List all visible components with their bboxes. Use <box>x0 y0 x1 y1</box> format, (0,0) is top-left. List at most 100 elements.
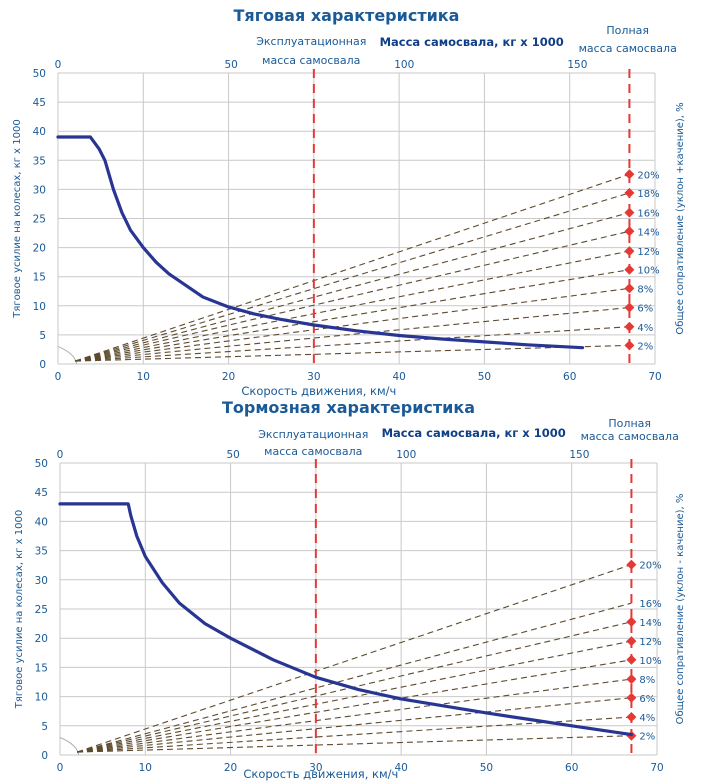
full-mass-label-1: Полная <box>608 417 651 430</box>
percent-label: 6% <box>637 304 653 315</box>
resistance-line <box>75 326 630 362</box>
percent-marker <box>624 283 635 294</box>
y-tick-label: 25 <box>35 604 48 616</box>
y-tick-label: 40 <box>35 516 48 528</box>
resistance-lines <box>76 564 632 753</box>
percent-label: 8% <box>639 675 655 686</box>
percent-label: 2% <box>637 341 653 352</box>
force-curve <box>58 502 634 737</box>
resistance-line <box>74 230 630 362</box>
resistance-lines <box>74 173 630 362</box>
origin-arc <box>57 346 78 365</box>
percent-marker <box>624 264 635 275</box>
percent-label: 14% <box>637 227 659 238</box>
top-tick-label: 100 <box>396 449 416 461</box>
traction-chart: Тяговая характеристика 0 10 20 30 40 50 60 70 0 5 1… <box>12 6 686 398</box>
grid <box>57 72 656 365</box>
percent-label: 8% <box>637 284 653 295</box>
percent-label: 2% <box>639 732 655 743</box>
y-tick-label: 15 <box>35 662 48 674</box>
mass-axis-label: Масса самосвала, кг x 1000 <box>382 426 566 440</box>
full-mass-label-1: Полная <box>606 24 649 37</box>
resistance-line <box>75 306 630 362</box>
top-tick-label: 100 <box>394 59 414 71</box>
y-tick-label: 5 <box>41 721 48 733</box>
operating-mass-label-1: Эксплуатационная <box>258 428 368 441</box>
x-tick-label: 20 <box>224 762 237 774</box>
x-tick-label: 30 <box>309 762 322 774</box>
resistance-line <box>75 344 630 362</box>
top-tick-label: 0 <box>55 59 62 71</box>
top-tick-label: 150 <box>569 449 589 461</box>
percent-label: 6% <box>639 694 655 705</box>
x-tick-label: 10 <box>139 762 152 774</box>
y-tick-label: 30 <box>35 575 48 587</box>
grid <box>59 462 658 756</box>
percent-label: 4% <box>637 323 653 334</box>
full-mass-label-2: масса самосвала <box>581 430 679 443</box>
y-tick-label: 25 <box>33 214 46 226</box>
chart-title: Тормозная характеристика <box>222 398 475 417</box>
y2-axis-label: Общее сопративление (уклон - качение), % <box>675 494 686 725</box>
y-tick-label: 50 <box>33 68 46 80</box>
percent-label: 16% <box>639 599 661 610</box>
resistance-line <box>74 287 630 362</box>
x-tick-label: 70 <box>648 371 661 383</box>
x-tick-label: 20 <box>222 371 235 383</box>
x-tick-label: 50 <box>478 371 491 383</box>
x-tick-label: 0 <box>57 762 64 774</box>
percent-label: 20% <box>637 170 659 181</box>
y-axis-label: Тяговое усилие на колесах, кг x 1000 <box>12 119 23 318</box>
percent-label: 4% <box>639 713 655 724</box>
y-tick-label: 10 <box>35 692 48 704</box>
top-tick-label: 50 <box>224 59 237 71</box>
resistance-line <box>77 697 632 753</box>
resistance-line <box>74 269 630 362</box>
percent-marker <box>624 321 635 332</box>
x-tick-label: 40 <box>392 371 405 383</box>
resistance-line <box>74 192 630 362</box>
resistance-line <box>76 678 632 753</box>
y-tick-label: 40 <box>33 126 46 138</box>
resistance-line <box>74 250 630 362</box>
y-tick-label: 20 <box>33 243 46 255</box>
percent-label: 10% <box>639 656 661 667</box>
percent-label: 20% <box>639 561 661 572</box>
resistance-line <box>77 716 632 753</box>
percent-marker <box>626 654 637 665</box>
y-tick-label: 0 <box>39 359 46 371</box>
percent-marker <box>626 712 637 723</box>
y-tick-label: 45 <box>35 487 48 499</box>
operating-mass-label-2: масса самосвала <box>262 54 360 67</box>
y2-axis-label: Общее сопративление (уклон +качение), % <box>675 102 686 334</box>
operating-mass-label-2: масса самосвала <box>264 445 362 458</box>
full-mass-label-2: масса самосвала <box>579 42 677 55</box>
x-tick-label: 0 <box>55 371 62 383</box>
y-tick-label: 15 <box>33 272 46 284</box>
percent-marker <box>624 187 635 198</box>
x-tick-label: 60 <box>563 371 576 383</box>
x-tick-label: 30 <box>307 371 320 383</box>
origin-arc <box>59 737 80 756</box>
top-tick-label: 0 <box>57 449 64 461</box>
operating-mass-label-1: Эксплуатационная <box>256 35 366 48</box>
top-tick-label: 150 <box>567 59 587 71</box>
y-tick-label: 20 <box>35 633 48 645</box>
percent-marker <box>626 692 637 703</box>
percent-label: 14% <box>639 618 661 629</box>
x-axis-label: Скорость движения, км/ч <box>243 767 398 781</box>
chart-title: Тяговая характеристика <box>234 6 460 25</box>
y-tick-label: 10 <box>33 301 46 313</box>
percent-marker <box>624 169 635 180</box>
resistance-line <box>74 173 630 362</box>
percent-label: 18% <box>637 189 659 200</box>
y-tick-label: 35 <box>35 546 48 558</box>
y-tick-label: 0 <box>41 750 48 762</box>
percent-marker <box>626 674 637 685</box>
x-tick-label: 40 <box>394 762 407 774</box>
y-tick-label: 5 <box>39 330 46 342</box>
percent-marker <box>624 302 635 313</box>
force-curve <box>56 135 585 350</box>
x-tick-label: 50 <box>480 762 493 774</box>
